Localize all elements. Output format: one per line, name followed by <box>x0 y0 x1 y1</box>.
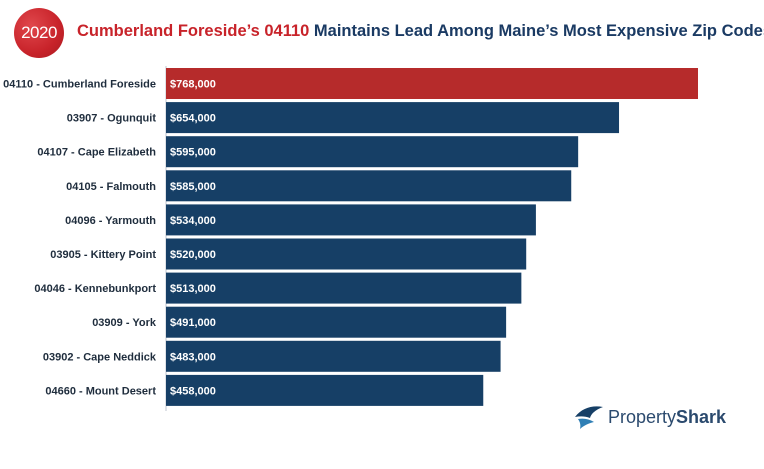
bar <box>166 102 620 134</box>
value-label: $585,000 <box>170 181 216 193</box>
category-label: 04096 - Yarmouth <box>65 215 156 227</box>
bar <box>166 272 522 304</box>
value-label: $458,000 <box>170 385 216 397</box>
category-label: 04107 - Cape Elizabeth <box>37 147 156 159</box>
logo-text: PropertyShark <box>608 407 726 428</box>
category-label: 04660 - Mount Desert <box>45 385 156 397</box>
value-label: $483,000 <box>170 351 216 363</box>
bar <box>166 204 536 236</box>
category-label: 04110 - Cumberland Foreside <box>3 79 156 91</box>
year-badge-text: 2020 <box>21 23 57 42</box>
category-label: 03909 - York <box>92 317 157 329</box>
bar <box>166 136 579 168</box>
logo-text-property: Property <box>608 406 677 427</box>
bar <box>166 340 501 372</box>
value-label: $768,000 <box>170 79 216 91</box>
propertyshark-logo: PropertyShark <box>574 404 726 430</box>
value-label: $513,000 <box>170 283 216 295</box>
value-label: $654,000 <box>170 113 216 125</box>
chart-title-rest: Maintains Lead Among Maine’s Most Expens… <box>309 22 764 40</box>
bar <box>166 68 698 99</box>
bar <box>166 306 507 338</box>
value-label: $520,000 <box>170 249 216 261</box>
bar <box>166 170 572 202</box>
category-label: 04046 - Kennebunkport <box>34 283 156 295</box>
chart-title: Cumberland Foreside’s 04110 Maintains Le… <box>77 22 764 41</box>
chart-title-highlight: Cumberland Foreside’s 04110 <box>77 22 310 40</box>
bar <box>166 238 527 270</box>
value-label: $491,000 <box>170 317 216 329</box>
logo-text-shark: Shark <box>676 406 727 427</box>
category-label: 03907 - Ogunquit <box>67 113 157 125</box>
shark-fin-icon <box>575 406 603 429</box>
value-label: $534,000 <box>170 215 216 227</box>
category-label: 03902 - Cape Neddick <box>43 351 157 363</box>
bar <box>166 374 484 406</box>
category-label: 03905 - Kittery Point <box>50 249 156 261</box>
value-label: $595,000 <box>170 147 216 159</box>
year-badge: 2020 <box>14 8 64 58</box>
category-label: 04105 - Falmouth <box>66 181 156 193</box>
